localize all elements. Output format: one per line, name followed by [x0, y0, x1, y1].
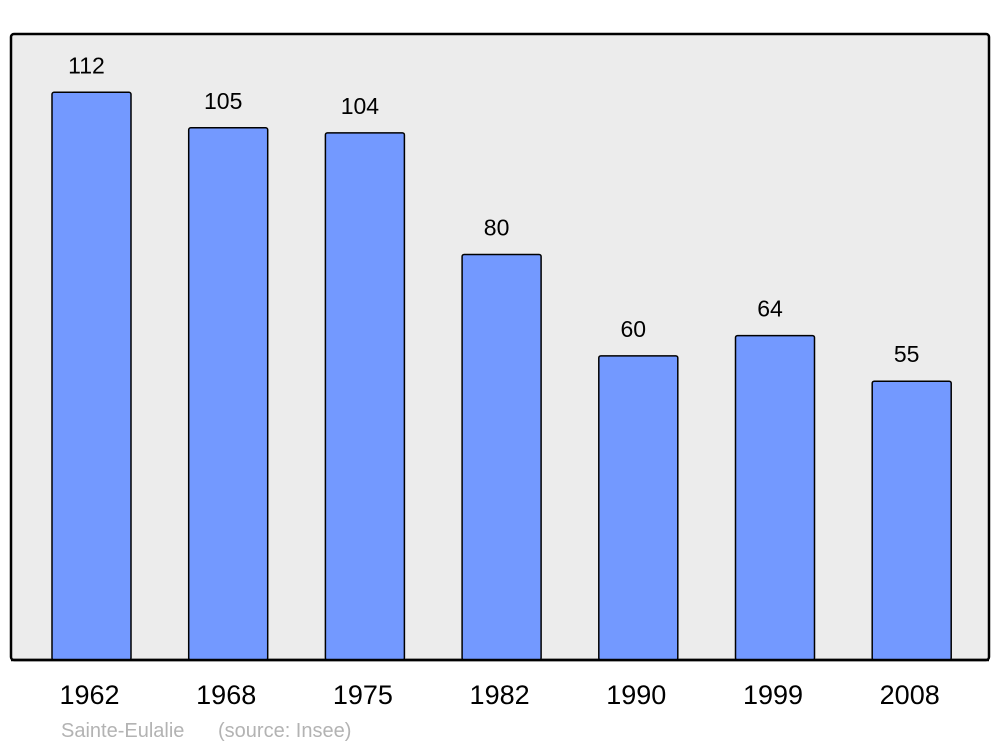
caption-source: (source: Insee)	[218, 720, 351, 742]
x-tick-1968: 1968	[196, 680, 256, 710]
bar-1962	[51, 91, 132, 661]
bar-1990	[598, 355, 679, 661]
x-tick-1990: 1990	[606, 680, 666, 710]
data-label-1968: 105	[204, 88, 242, 114]
bar-1968	[187, 127, 269, 661]
x-tick-1982: 1982	[470, 680, 530, 710]
x-tick-1975: 1975	[333, 680, 393, 710]
data-labels: 112 105 104 80 60 64 55	[68, 52, 919, 367]
data-label-1990: 60	[621, 316, 647, 342]
bar-1999	[734, 334, 816, 661]
x-tick-1962: 1962	[59, 680, 119, 710]
data-label-1982: 80	[484, 214, 510, 240]
bars	[51, 91, 952, 661]
x-tick-2008: 2008	[880, 680, 940, 710]
bar-1975	[324, 132, 406, 661]
data-label-1975: 104	[341, 93, 380, 119]
caption-place: Sainte-Eulalie	[61, 720, 184, 742]
data-label-1962: 112	[68, 52, 105, 78]
x-tick-1999: 1999	[743, 680, 803, 710]
bar-2008	[871, 380, 952, 661]
data-label-2008: 55	[894, 341, 920, 367]
bar-1982	[461, 253, 542, 661]
x-tick-labels: 1962 1968 1975 1982 1990 1999 2008	[59, 680, 939, 710]
data-label-1999: 64	[757, 296, 783, 322]
